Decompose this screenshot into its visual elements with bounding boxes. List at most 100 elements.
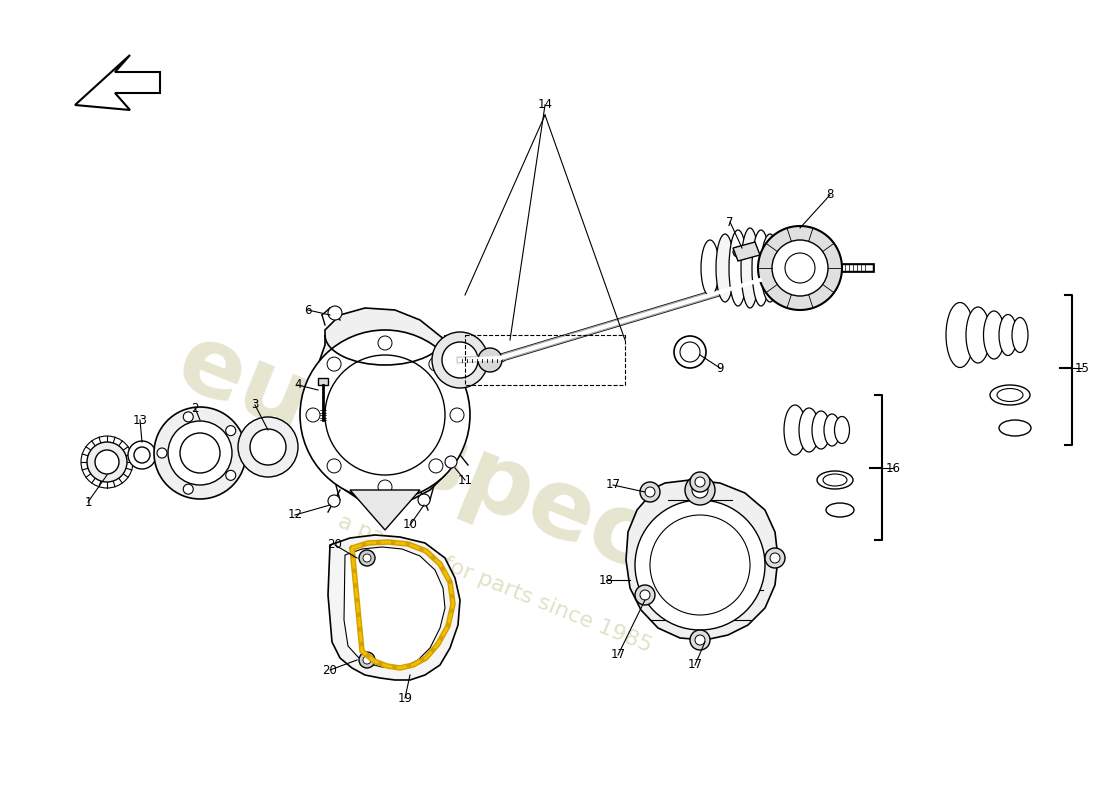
Text: 3: 3 (251, 398, 258, 411)
Text: 13: 13 (133, 414, 147, 426)
Ellipse shape (729, 230, 747, 306)
Circle shape (134, 447, 150, 463)
Circle shape (685, 475, 715, 505)
Circle shape (157, 448, 167, 458)
Ellipse shape (799, 408, 820, 452)
Circle shape (324, 355, 446, 475)
Text: 17: 17 (610, 649, 626, 662)
Circle shape (695, 635, 705, 645)
Circle shape (418, 494, 430, 506)
Circle shape (674, 336, 706, 368)
Ellipse shape (1012, 318, 1028, 353)
Ellipse shape (990, 385, 1030, 405)
Text: 2: 2 (191, 402, 199, 414)
Polygon shape (312, 308, 462, 505)
Text: 4: 4 (295, 378, 301, 391)
Text: 16: 16 (886, 462, 901, 474)
Text: 9: 9 (716, 362, 724, 374)
Ellipse shape (701, 240, 719, 296)
Text: 11: 11 (458, 474, 473, 486)
Polygon shape (75, 55, 160, 110)
Ellipse shape (761, 234, 779, 302)
Text: 1: 1 (85, 495, 91, 509)
Circle shape (758, 226, 842, 310)
Circle shape (184, 484, 194, 494)
Circle shape (226, 470, 235, 480)
Circle shape (733, 247, 742, 257)
Ellipse shape (824, 414, 840, 446)
Polygon shape (328, 535, 460, 680)
Ellipse shape (741, 228, 759, 308)
Polygon shape (318, 378, 328, 385)
Text: 18: 18 (598, 574, 614, 586)
Ellipse shape (812, 411, 830, 449)
Circle shape (184, 412, 194, 422)
Circle shape (747, 244, 757, 254)
Circle shape (429, 459, 443, 473)
Text: 20: 20 (328, 538, 342, 551)
Polygon shape (350, 490, 420, 530)
Circle shape (640, 590, 650, 600)
Text: 17: 17 (605, 478, 620, 491)
Text: 6: 6 (305, 303, 311, 317)
Circle shape (359, 550, 375, 566)
Circle shape (645, 487, 654, 497)
Circle shape (772, 240, 828, 296)
Ellipse shape (716, 234, 734, 302)
Ellipse shape (817, 471, 852, 489)
Circle shape (640, 482, 660, 502)
Circle shape (327, 357, 341, 371)
Circle shape (168, 421, 232, 485)
Circle shape (446, 456, 456, 468)
Ellipse shape (823, 474, 847, 486)
Text: 15: 15 (1075, 362, 1089, 374)
Ellipse shape (946, 302, 974, 367)
Circle shape (226, 426, 235, 436)
Ellipse shape (999, 420, 1031, 436)
Text: 10: 10 (403, 518, 417, 531)
Circle shape (450, 408, 464, 422)
Text: a passion for parts since 1985: a passion for parts since 1985 (336, 512, 654, 656)
Ellipse shape (983, 311, 1004, 359)
Circle shape (478, 348, 502, 372)
Circle shape (785, 253, 815, 283)
Circle shape (87, 442, 126, 482)
Circle shape (250, 429, 286, 465)
Ellipse shape (826, 503, 854, 517)
Polygon shape (733, 242, 760, 261)
Ellipse shape (997, 389, 1023, 402)
Ellipse shape (784, 405, 806, 455)
Circle shape (429, 357, 443, 371)
Text: eurospecs: eurospecs (164, 316, 716, 612)
Circle shape (432, 332, 488, 388)
Text: 20: 20 (322, 663, 338, 677)
Circle shape (154, 407, 246, 499)
Text: 19: 19 (397, 691, 412, 705)
Circle shape (300, 330, 470, 500)
Ellipse shape (769, 240, 786, 296)
Ellipse shape (752, 230, 770, 306)
Polygon shape (344, 547, 446, 668)
Circle shape (770, 553, 780, 563)
Ellipse shape (835, 417, 849, 443)
Circle shape (180, 433, 220, 473)
Circle shape (363, 656, 371, 664)
Circle shape (680, 342, 700, 362)
Ellipse shape (999, 314, 1018, 355)
Circle shape (238, 417, 298, 477)
Circle shape (690, 630, 710, 650)
Circle shape (128, 441, 156, 469)
Circle shape (650, 515, 750, 615)
Text: 12: 12 (287, 509, 303, 522)
Circle shape (635, 500, 764, 630)
Polygon shape (626, 480, 778, 640)
Circle shape (359, 652, 375, 668)
Circle shape (442, 342, 478, 378)
Circle shape (306, 408, 320, 422)
Text: 8: 8 (826, 189, 834, 202)
Circle shape (95, 450, 119, 474)
Circle shape (363, 554, 371, 562)
Circle shape (695, 477, 705, 487)
Circle shape (378, 480, 392, 494)
Circle shape (635, 585, 654, 605)
